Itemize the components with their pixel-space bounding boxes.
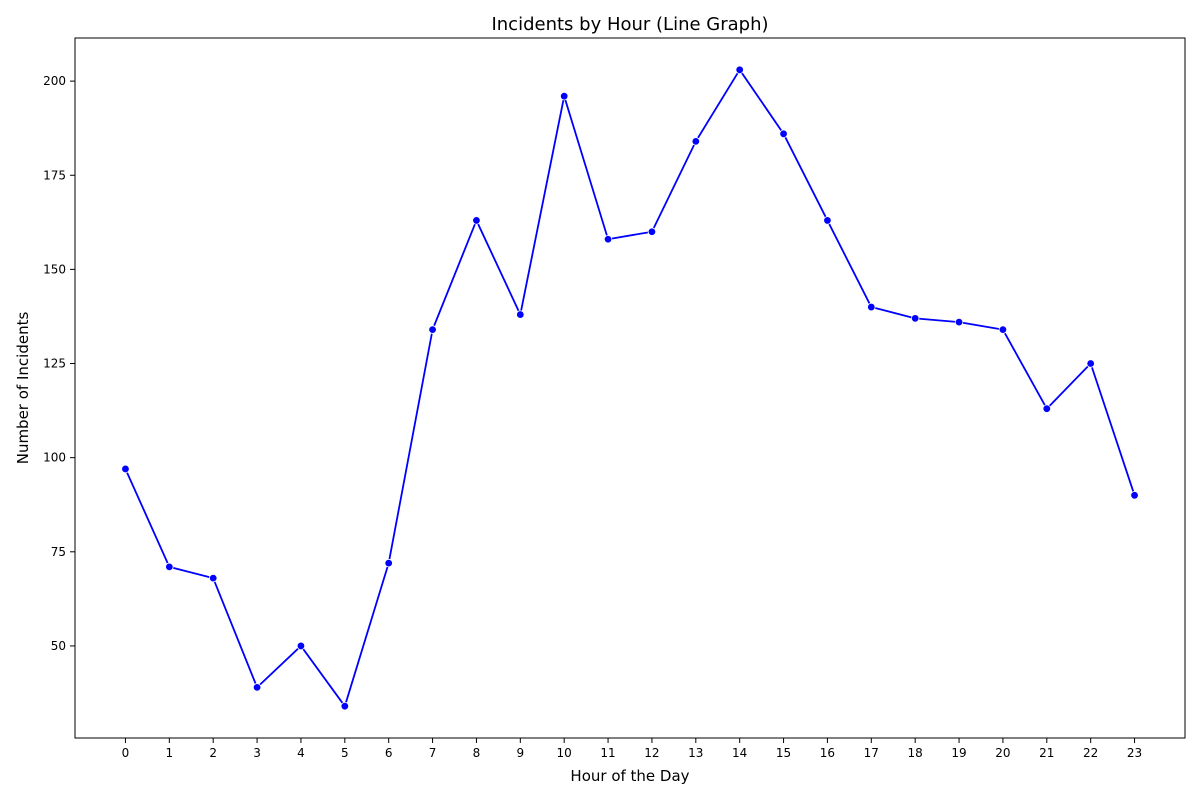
x-tick-label: 7 [429,746,437,760]
data-point [1042,404,1051,413]
x-tick-label: 23 [1127,746,1142,760]
x-tick-label: 21 [1039,746,1054,760]
x-tick-label: 16 [820,746,835,760]
x-tick-label: 20 [995,746,1010,760]
x-tick-label: 15 [776,746,791,760]
x-tick-label: 5 [341,746,349,760]
data-point [559,91,569,101]
x-tick-label: 3 [253,746,261,760]
data-point [252,683,262,692]
data-point [209,573,218,583]
y-tick-label: 150 [43,262,66,276]
x-tick-label: 14 [732,746,747,760]
data-point [647,227,657,236]
data-point [954,317,964,327]
data-point [823,216,832,225]
data-point [1130,491,1139,500]
plot-area: 0 1 2 3 4 5 6 7 8 9 10 11 12 13 14 15 16 17 18 19 20 21 22 2350… [43,37,1186,760]
data-point [691,137,701,146]
data-point [428,325,437,334]
x-tick-label: 8 [473,746,481,760]
data-point [384,558,393,568]
x-axis-label: Hour of the Day [570,767,689,785]
x-tick-label: 4 [297,746,305,760]
x-tick-label: 18 [908,746,923,760]
series-line [124,68,1136,708]
x-tick-label: 9 [516,746,524,760]
data-point [340,701,350,711]
data-point [296,641,306,651]
data-point [516,310,525,319]
x-tick-label: 2 [209,746,217,760]
x-tick-label: 17 [864,746,879,760]
x-tick-label: 22 [1083,746,1098,760]
plot-frame [74,37,1186,739]
x-tick-label: 12 [644,746,659,760]
y-tick-label: 50 [51,639,66,653]
data-point [603,235,613,244]
y-tick-label: 100 [43,451,66,465]
x-tick-label: 10 [557,746,572,760]
x-tick-label: 6 [385,746,393,760]
y-tick-label: 175 [43,168,66,182]
data-point [779,129,788,139]
y-axis-label: Number of Incidents [14,312,32,465]
x-tick-label: 13 [688,746,703,760]
x-tick-label: 0 [122,746,130,760]
data-point [867,302,876,312]
data-point [121,464,130,474]
x-tick-label: 19 [951,746,966,760]
data-point [910,314,920,323]
y-tick-label: 125 [43,357,66,371]
chart-title: Incidents by Hour (Line Graph) [491,14,768,35]
data-point [735,65,744,75]
y-tick-label: 200 [43,74,66,88]
data-point [165,562,174,572]
y-tick-label: 75 [51,545,66,559]
data-point [1086,359,1095,368]
data-point [998,325,1008,334]
data-point [472,216,481,225]
x-tick-label: 11 [600,746,615,760]
x-tick-label: 1 [166,746,174,760]
